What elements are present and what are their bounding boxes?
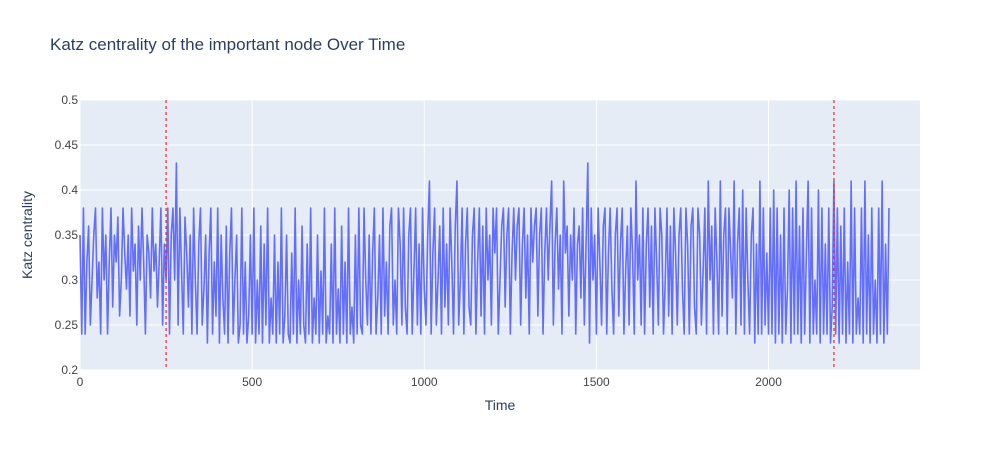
x-tick-label: 500 — [242, 375, 262, 389]
y-axis-ticks: 0.2 0.25 0.3 0.35 0.4 0.45 0.5 — [55, 93, 79, 377]
y-tick-label: 0.5 — [61, 93, 78, 107]
y-tick-label: 0.4 — [61, 183, 78, 197]
y-tick-label: 0.45 — [55, 138, 79, 152]
y-tick-label: 0.35 — [55, 228, 79, 242]
y-tick-label: 0.25 — [55, 318, 79, 332]
chart-title: Katz centrality of the important node Ov… — [50, 35, 405, 54]
y-axis-title: Katz centrality — [19, 191, 35, 279]
x-tick-label: 1000 — [411, 375, 438, 389]
series-line — [79, 162, 890, 344]
series-layer — [79, 162, 890, 344]
x-axis-ticks: 0 500 1000 1500 2000 — [77, 375, 783, 389]
y-tick-label: 0.3 — [61, 273, 78, 287]
x-tick-label: 1500 — [583, 375, 610, 389]
x-tick-label: 2000 — [755, 375, 782, 389]
x-tick-label: 0 — [77, 375, 84, 389]
x-axis-title: Time — [485, 397, 516, 413]
y-tick-label: 0.2 — [61, 363, 78, 377]
vertical-markers — [165, 100, 835, 370]
